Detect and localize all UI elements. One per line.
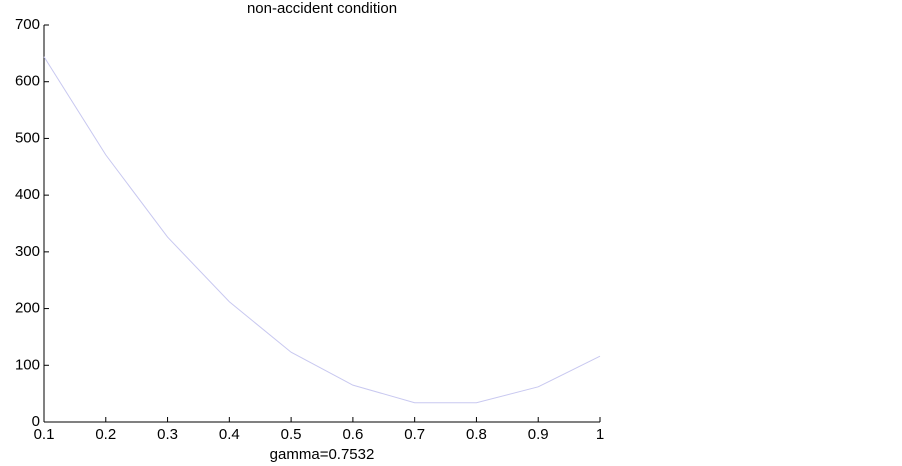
x-tick-label: 0.9 <box>528 426 549 443</box>
y-tick-label: 200 <box>15 300 40 317</box>
x-tick-label: 0.3 <box>157 426 178 443</box>
x-tick-label: 1 <box>596 426 604 443</box>
x-axis-label: gamma=0.7532 <box>270 446 375 463</box>
chart-title: non-accident condition <box>247 0 397 17</box>
x-tick-label: 0.7 <box>404 426 425 443</box>
x-tick-label: 0.2 <box>95 426 116 443</box>
y-tick-label: 400 <box>15 186 40 203</box>
x-tick-label: 0.1 <box>34 426 55 443</box>
x-tick-label: 0.4 <box>219 426 240 443</box>
y-tick-label: 700 <box>15 16 40 33</box>
data-line <box>43 56 601 404</box>
x-tick-label: 0.6 <box>342 426 363 443</box>
y-tick-label: 0 <box>32 413 40 430</box>
x-tick-label: 0.5 <box>281 426 302 443</box>
y-tick-label: 500 <box>15 129 40 146</box>
y-tick-label: 300 <box>15 243 40 260</box>
y-tick-label: 100 <box>15 356 40 373</box>
y-tick-label: 600 <box>15 73 40 90</box>
x-tick-label: 0.8 <box>466 426 487 443</box>
